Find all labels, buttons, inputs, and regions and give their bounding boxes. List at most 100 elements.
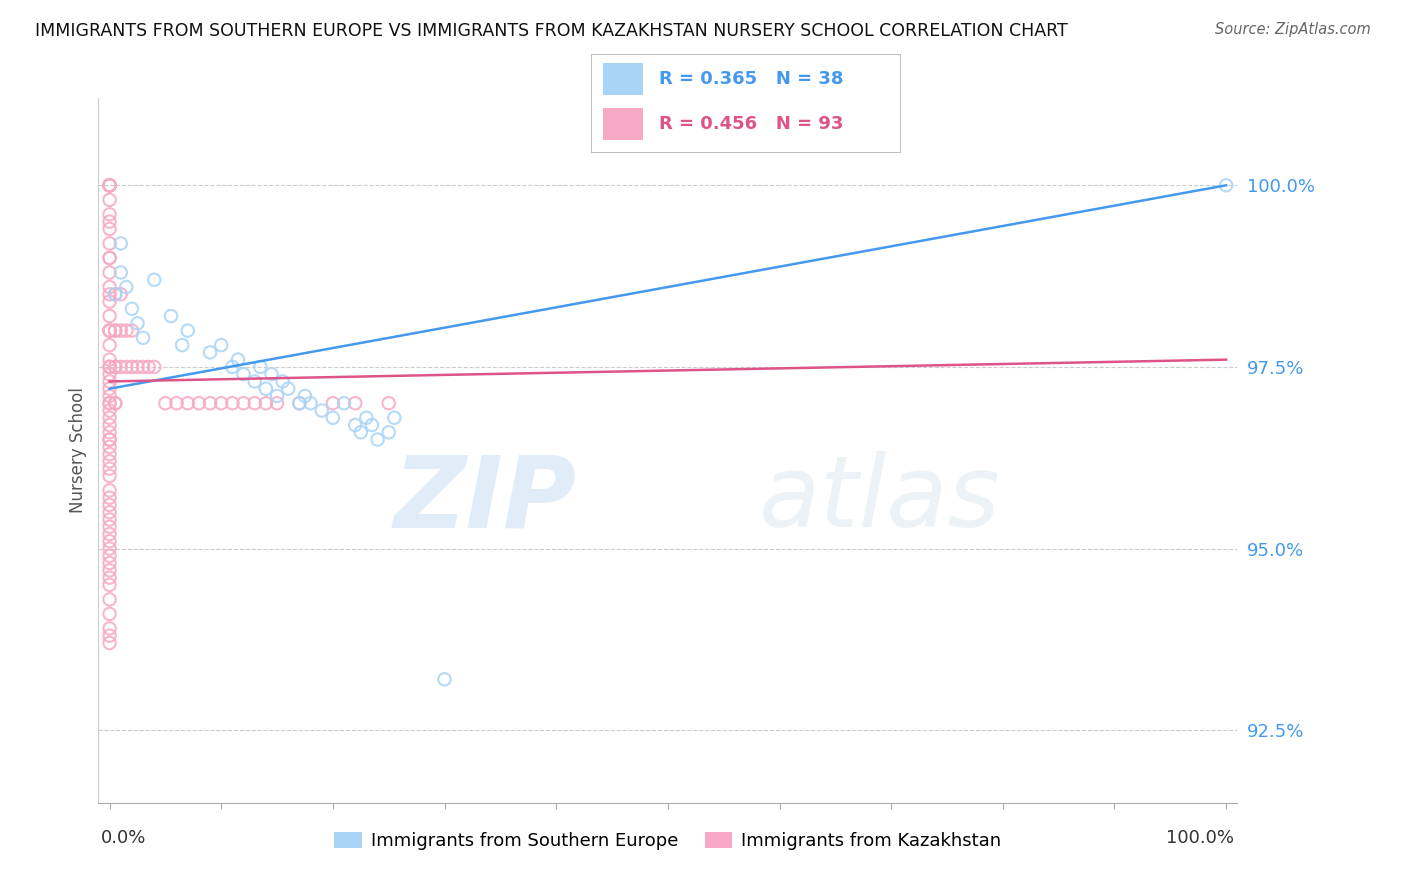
Point <box>98 410 121 425</box>
Point <box>98 447 121 461</box>
Point <box>143 273 166 287</box>
Point <box>98 396 121 410</box>
Point <box>104 396 127 410</box>
Point <box>98 236 121 251</box>
Point <box>143 359 166 374</box>
Point <box>198 345 221 359</box>
Point <box>377 425 399 440</box>
Text: ZIP: ZIP <box>394 451 576 549</box>
Point <box>155 396 177 410</box>
Point <box>98 375 121 389</box>
Point <box>271 375 294 389</box>
Point <box>322 396 344 410</box>
Point <box>115 324 138 338</box>
Point <box>110 236 132 251</box>
Point <box>98 287 121 301</box>
Point <box>367 433 389 447</box>
Point <box>98 193 121 207</box>
Point <box>98 425 121 440</box>
Point <box>98 592 121 607</box>
Point <box>166 396 188 410</box>
Point <box>104 287 127 301</box>
Point <box>98 491 121 505</box>
Point <box>121 301 143 316</box>
Point <box>110 359 132 374</box>
Point <box>110 265 132 279</box>
Point <box>98 433 121 447</box>
Text: R = 0.456   N = 93: R = 0.456 N = 93 <box>658 115 844 133</box>
Point <box>98 417 121 432</box>
Point <box>98 556 121 570</box>
Point <box>138 359 160 374</box>
Point <box>382 410 405 425</box>
Point <box>98 178 121 193</box>
Point <box>98 520 121 534</box>
Point <box>98 178 121 193</box>
Point <box>98 265 121 279</box>
Point <box>288 396 311 410</box>
Point <box>221 396 243 410</box>
Legend: Immigrants from Southern Europe, Immigrants from Kazakhstan: Immigrants from Southern Europe, Immigra… <box>328 824 1008 857</box>
Text: IMMIGRANTS FROM SOUTHERN EUROPE VS IMMIGRANTS FROM KAZAKHSTAN NURSERY SCHOOL COR: IMMIGRANTS FROM SOUTHERN EUROPE VS IMMIG… <box>35 22 1069 40</box>
Point <box>226 352 249 367</box>
Point <box>98 563 121 577</box>
Text: 100.0%: 100.0% <box>1167 829 1234 847</box>
Point <box>377 396 399 410</box>
Point <box>98 214 121 228</box>
Point <box>98 382 121 396</box>
Point <box>115 359 138 374</box>
Point <box>266 389 288 403</box>
Point <box>243 396 266 410</box>
Point <box>98 251 121 265</box>
Point <box>98 636 121 650</box>
Point <box>356 410 378 425</box>
Point <box>277 382 299 396</box>
Point <box>209 396 232 410</box>
Point <box>187 396 209 410</box>
Text: R = 0.365   N = 38: R = 0.365 N = 38 <box>658 70 844 88</box>
Point <box>104 359 127 374</box>
Point <box>104 324 127 338</box>
Point <box>98 578 121 592</box>
Point <box>266 396 288 410</box>
Point <box>98 324 121 338</box>
Point <box>322 410 344 425</box>
Point <box>98 461 121 475</box>
Point <box>344 417 367 432</box>
Point <box>98 396 121 410</box>
Point <box>98 207 121 221</box>
Point <box>1215 178 1237 193</box>
Point <box>98 607 121 621</box>
Point <box>98 251 121 265</box>
Point <box>98 498 121 512</box>
Point <box>361 417 384 432</box>
Point <box>98 294 121 309</box>
Text: 0.0%: 0.0% <box>101 829 146 847</box>
Point <box>104 396 127 410</box>
Point <box>98 512 121 526</box>
Point <box>433 673 456 687</box>
Point <box>110 287 132 301</box>
Y-axis label: Nursery School: Nursery School <box>69 387 87 514</box>
Point <box>127 316 149 330</box>
Point <box>254 396 277 410</box>
Point <box>344 396 367 410</box>
Point <box>115 280 138 294</box>
Point <box>232 367 254 381</box>
Point <box>350 425 373 440</box>
Point <box>98 571 121 585</box>
Point <box>254 382 277 396</box>
Point <box>132 331 155 345</box>
Point <box>98 403 121 417</box>
Bar <box>603 109 643 140</box>
Text: atlas: atlas <box>759 451 1001 549</box>
Point <box>98 622 121 636</box>
Point <box>260 367 283 381</box>
Point <box>98 359 121 374</box>
Point <box>299 396 322 410</box>
Point <box>98 629 121 643</box>
Point <box>177 396 200 410</box>
Point <box>98 389 121 403</box>
Point <box>121 359 143 374</box>
Point <box>98 324 121 338</box>
